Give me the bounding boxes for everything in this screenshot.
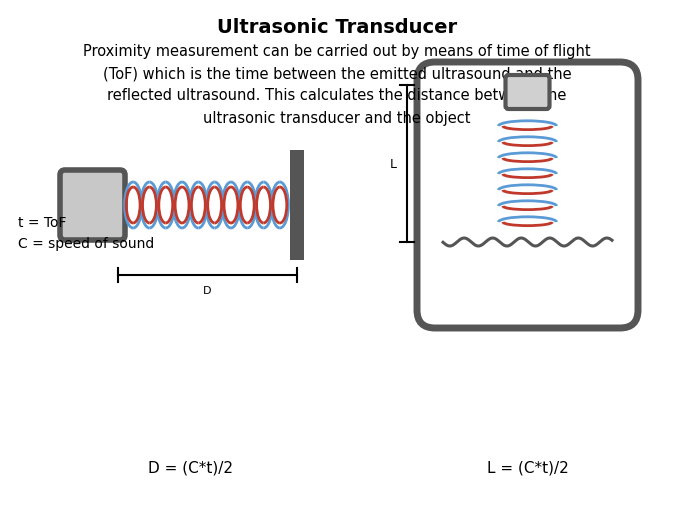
FancyBboxPatch shape <box>506 76 549 110</box>
Bar <box>290 150 304 261</box>
Text: Proximity measurement can be carried out by means of time of flight
(ToF) which : Proximity measurement can be carried out… <box>83 44 591 125</box>
FancyBboxPatch shape <box>60 171 125 240</box>
Text: Ultrasonic Transducer: Ultrasonic Transducer <box>217 18 457 37</box>
Text: L: L <box>390 158 397 171</box>
Text: t = ToF
C = speed of sound: t = ToF C = speed of sound <box>18 216 155 250</box>
FancyBboxPatch shape <box>417 63 638 328</box>
Text: D: D <box>203 285 212 295</box>
Text: D = (C*t)/2: D = (C*t)/2 <box>148 460 232 475</box>
Text: L = (C*t)/2: L = (C*t)/2 <box>487 460 568 475</box>
